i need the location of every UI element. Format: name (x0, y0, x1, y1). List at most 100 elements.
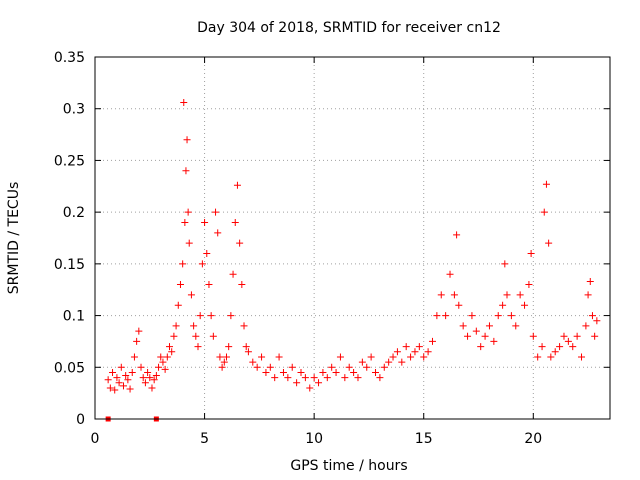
data-point (301, 374, 309, 382)
data-point (225, 343, 233, 351)
y-tick-label: 0.35 (54, 50, 85, 66)
data-point (481, 332, 489, 340)
data-point (157, 353, 165, 361)
data-point (166, 343, 174, 351)
data-point (499, 301, 507, 309)
data-point (591, 332, 599, 340)
data-point (174, 301, 182, 309)
data-point (573, 332, 581, 340)
data-point (297, 368, 305, 376)
data-point (187, 291, 195, 299)
data-point (133, 337, 141, 345)
data-point (424, 348, 432, 356)
data-point (238, 281, 246, 289)
data-point (415, 343, 423, 351)
data-point (547, 353, 555, 361)
data-point (148, 384, 156, 392)
x-tick-label: 5 (200, 431, 209, 447)
data-point (341, 374, 349, 382)
x-tick-label: 15 (415, 431, 433, 447)
data-point (233, 181, 241, 189)
data-point (159, 358, 167, 366)
data-point (525, 281, 533, 289)
data-point (358, 358, 366, 366)
data-point (258, 353, 266, 361)
data-point (144, 368, 152, 376)
data-point (141, 379, 149, 387)
data-point (564, 337, 572, 345)
data-point (503, 291, 511, 299)
data-point (220, 358, 228, 366)
data-point (420, 353, 428, 361)
data-point (229, 270, 237, 278)
y-tick-label: 0.05 (54, 360, 85, 376)
data-point (218, 363, 226, 371)
data-point (214, 229, 222, 237)
data-point (464, 332, 472, 340)
data-point (556, 343, 564, 351)
data-point (155, 363, 163, 371)
data-point (253, 363, 261, 371)
data-point (192, 332, 200, 340)
data-point (209, 332, 217, 340)
data-point (534, 353, 542, 361)
data-point (450, 291, 458, 299)
data-point (323, 374, 331, 382)
data-point (512, 322, 520, 330)
data-point (212, 208, 220, 216)
data-point (183, 136, 191, 144)
data-point (328, 363, 336, 371)
data-point (459, 322, 467, 330)
chart-title: Day 304 of 2018, SRMTID for receiver cn1… (197, 20, 501, 36)
data-point (109, 368, 117, 376)
data-points (104, 99, 601, 394)
data-point (319, 368, 327, 376)
data-point (529, 332, 537, 340)
data-point (402, 343, 410, 351)
x-tick-label: 10 (305, 431, 323, 447)
data-point (468, 312, 476, 320)
data-point (266, 363, 274, 371)
data-point (455, 301, 463, 309)
data-point (242, 343, 250, 351)
data-point (119, 382, 127, 390)
data-point (472, 327, 480, 335)
data-point (380, 363, 388, 371)
y-tick-label: 0 (76, 412, 85, 428)
y-axis-ticks: 0 0.05 0.1 0.15 0.2 0.25 0.3 0.35 (54, 50, 610, 428)
data-point (122, 372, 130, 380)
data-point (262, 368, 270, 376)
data-point (184, 208, 192, 216)
data-point (507, 312, 515, 320)
data-point (128, 368, 136, 376)
data-point (205, 281, 213, 289)
data-point (115, 379, 123, 387)
data-point (345, 363, 353, 371)
data-point (190, 322, 198, 330)
data-point (446, 270, 454, 278)
data-point (130, 353, 138, 361)
data-point (207, 312, 215, 320)
data-point (332, 368, 340, 376)
data-point (494, 312, 502, 320)
data-point (336, 353, 344, 361)
data-point (306, 384, 314, 392)
data-point (437, 291, 445, 299)
data-point (398, 358, 406, 366)
data-point (527, 250, 535, 258)
data-point (126, 385, 134, 393)
data-point (433, 312, 441, 320)
data-point (180, 99, 188, 107)
data-point (194, 343, 202, 351)
data-point (578, 353, 586, 361)
data-point (407, 353, 415, 361)
data-point (181, 218, 189, 226)
data-point (201, 218, 209, 226)
data-point (293, 379, 301, 387)
data-point (385, 358, 393, 366)
data-point (354, 374, 362, 382)
y-axis-label: SRMTID / TECUs (6, 182, 22, 295)
x-tick-label: 20 (524, 431, 542, 447)
data-point (582, 322, 590, 330)
data-point (124, 376, 132, 384)
